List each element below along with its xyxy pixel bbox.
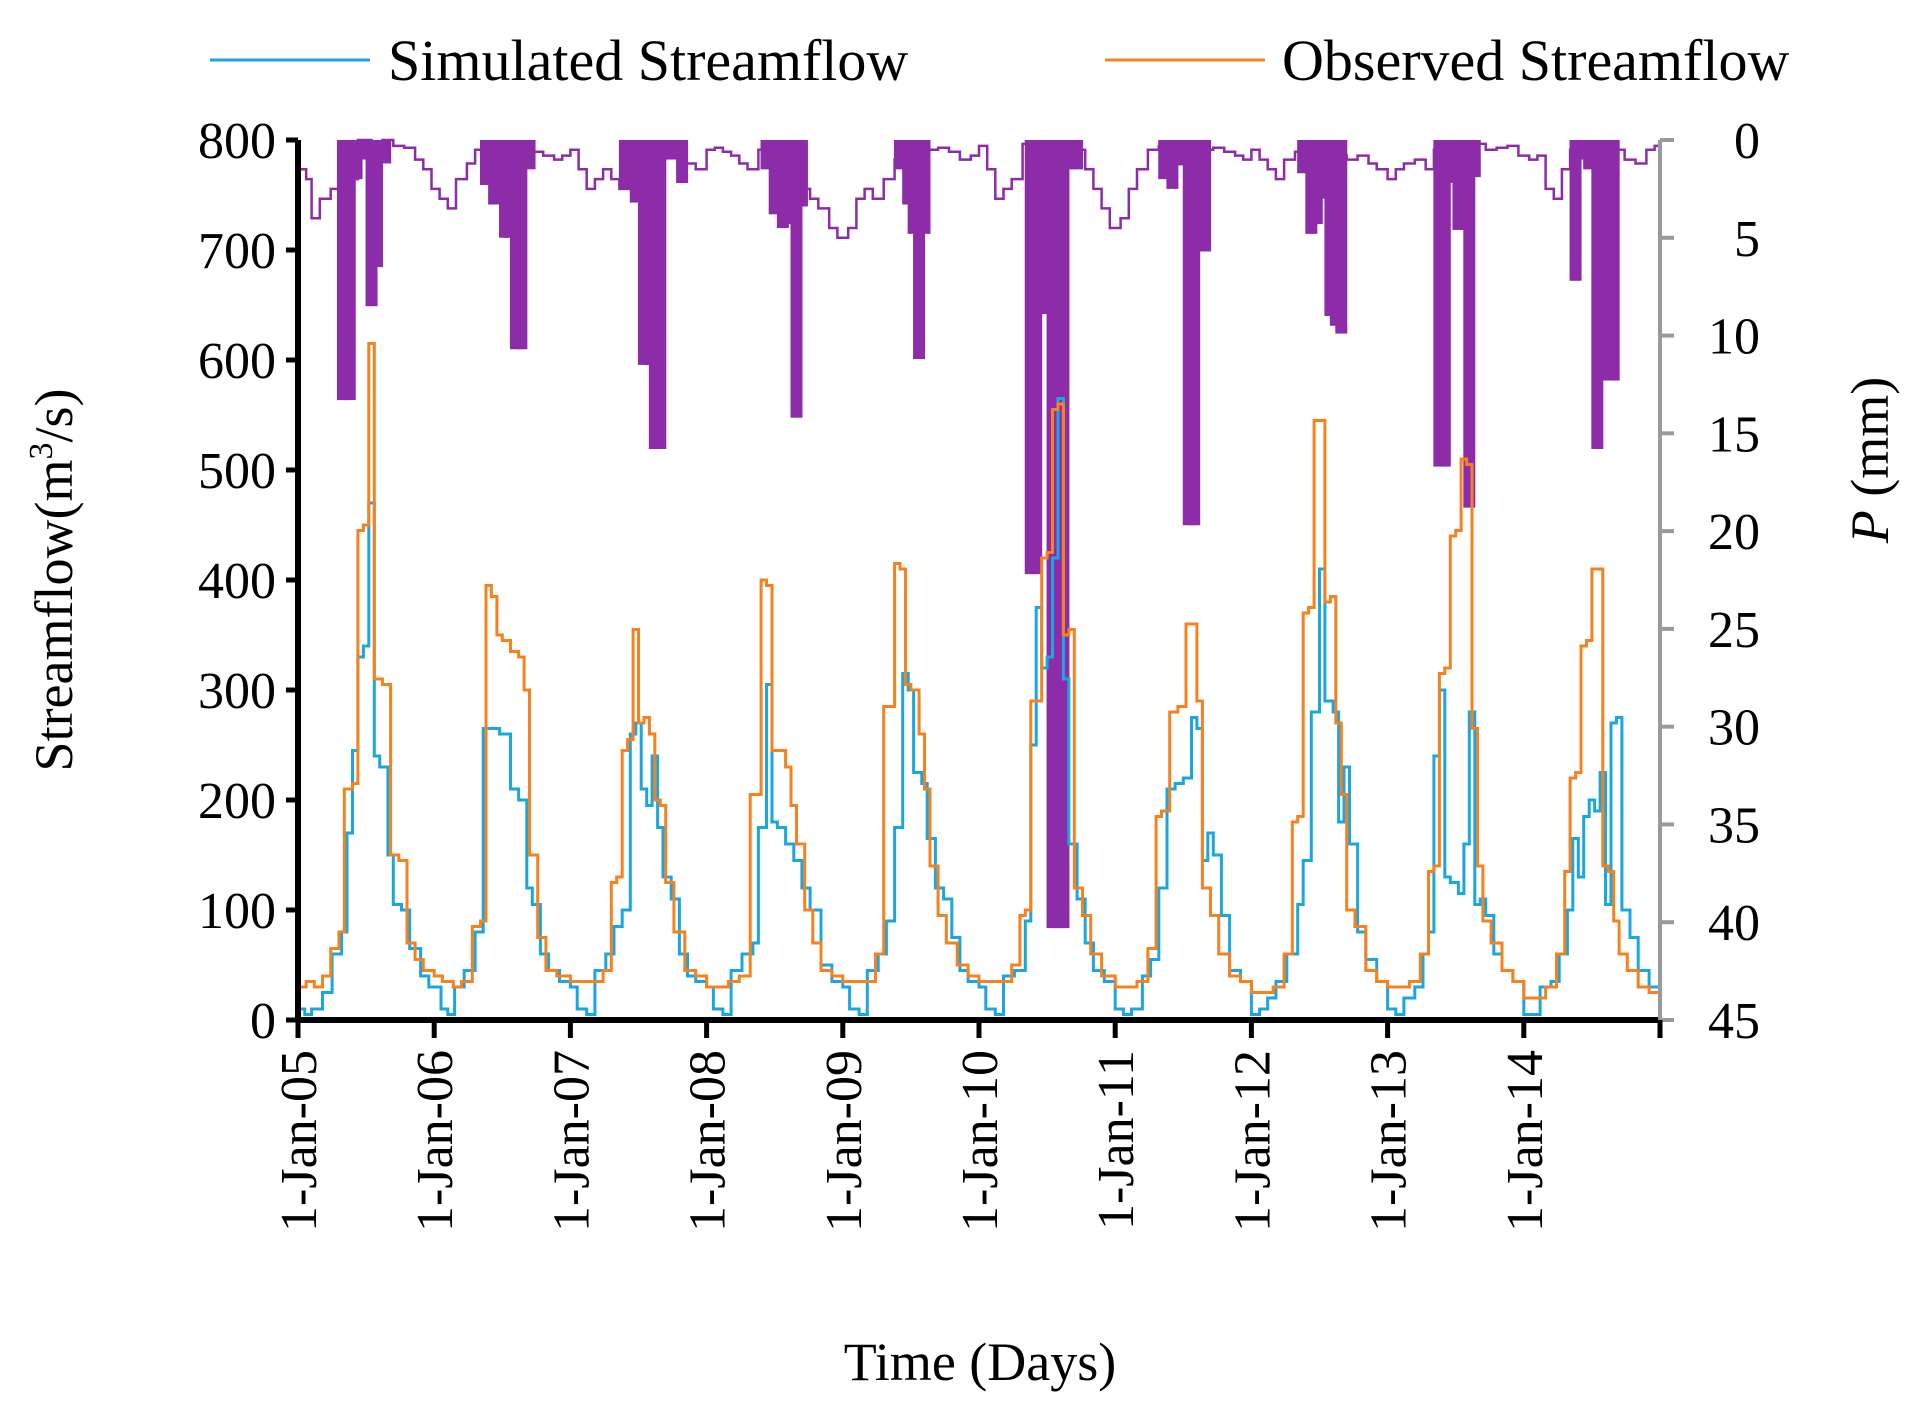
y-left-tick-label: 200 [198,773,276,830]
y-right-tick-label: 5 [1734,211,1760,268]
y-left-tick-label: 100 [198,883,276,940]
precip-bar [343,140,356,401]
precipitation-line [298,138,1662,240]
simulated-streamflow-line [298,397,1662,1016]
precip-bar [1335,140,1348,334]
y-left-tick-label: 0 [250,993,276,1050]
x-tick-label: 1-Jan-11 [1088,1050,1145,1230]
precip-bar [1199,140,1212,252]
precip-bar [370,140,383,268]
y-axis-right-title: P (mm) [1840,377,1900,544]
y-right-tick-label: 45 [1708,993,1760,1050]
precip-bar [654,140,667,449]
y-axis-left-ticks: 0 100 200 300 400 500 600 700 800 [198,113,298,1050]
precip-bar [1569,140,1582,281]
legend: Simulated Streamflow Observed Streamflow [210,28,1789,93]
precip-bar [918,140,931,234]
observed-streamflow-line [298,342,1662,1015]
precip-bar [1463,140,1476,508]
legend-label-simulated: Simulated Streamflow [388,28,908,93]
precip-bar [790,140,803,418]
precipitation-bars [336,140,1620,929]
precip-bar [515,140,528,350]
x-tick-label: 1-Jan-08 [680,1050,737,1232]
y-left-tick-label: 700 [198,223,276,280]
x-tick-label: 1-Jan-10 [952,1050,1009,1232]
precip-bar [795,140,808,207]
series-lines [298,138,1662,1016]
y-left-tick-label: 600 [198,333,276,390]
x-tick-label: 1-Jan-13 [1361,1050,1418,1232]
y-left-tick-label: 500 [198,443,276,500]
y-right-tick-label: 15 [1708,406,1760,463]
precip-bar [1607,140,1620,381]
y-axis-left-title: Streamflow(m3/s) [23,389,84,772]
y-left-tick-label: 800 [198,113,276,170]
x-axis-ticks: 1-Jan-05 1-Jan-06 1-Jan-07 1-Jan-08 1-Jan-09… [271,1020,1663,1232]
precip-bar [1188,140,1201,526]
x-tick-label: 1-Jan-12 [1224,1050,1281,1232]
x-tick-label: 1-Jan-14 [1497,1050,1554,1232]
x-axis-title: Time (Days) [844,1332,1117,1392]
precip-bar [1071,140,1084,170]
x-tick-label: 1-Jan-05 [271,1050,328,1232]
y-left-tick-label: 300 [198,663,276,720]
y-right-tick-label: 10 [1708,309,1760,366]
precip-bar [618,140,631,189]
precip-bar [676,140,689,184]
x-tick-label: 1-Jan-06 [407,1050,464,1232]
y-right-tick-label: 0 [1734,113,1760,170]
y-axis-right-ticks: 0 5 10 15 20 25 30 35 40 45 [1660,113,1760,1050]
y-right-tick-label: 35 [1708,797,1760,854]
y-right-tick-label: 30 [1708,700,1760,757]
x-tick-label: 1-Jan-09 [816,1050,873,1232]
precip-bar [1468,140,1481,178]
y-right-tick-label: 25 [1708,602,1760,659]
y-left-tick-label: 400 [198,553,276,610]
y-right-tick-label: 20 [1708,504,1760,561]
precip-bar [488,140,501,205]
y-right-tick-label: 40 [1708,895,1760,952]
precip-bar [379,140,392,164]
x-tick-label: 1-Jan-07 [543,1050,600,1232]
precip-bar [1438,140,1451,467]
legend-label-observed: Observed Streamflow [1282,28,1789,93]
